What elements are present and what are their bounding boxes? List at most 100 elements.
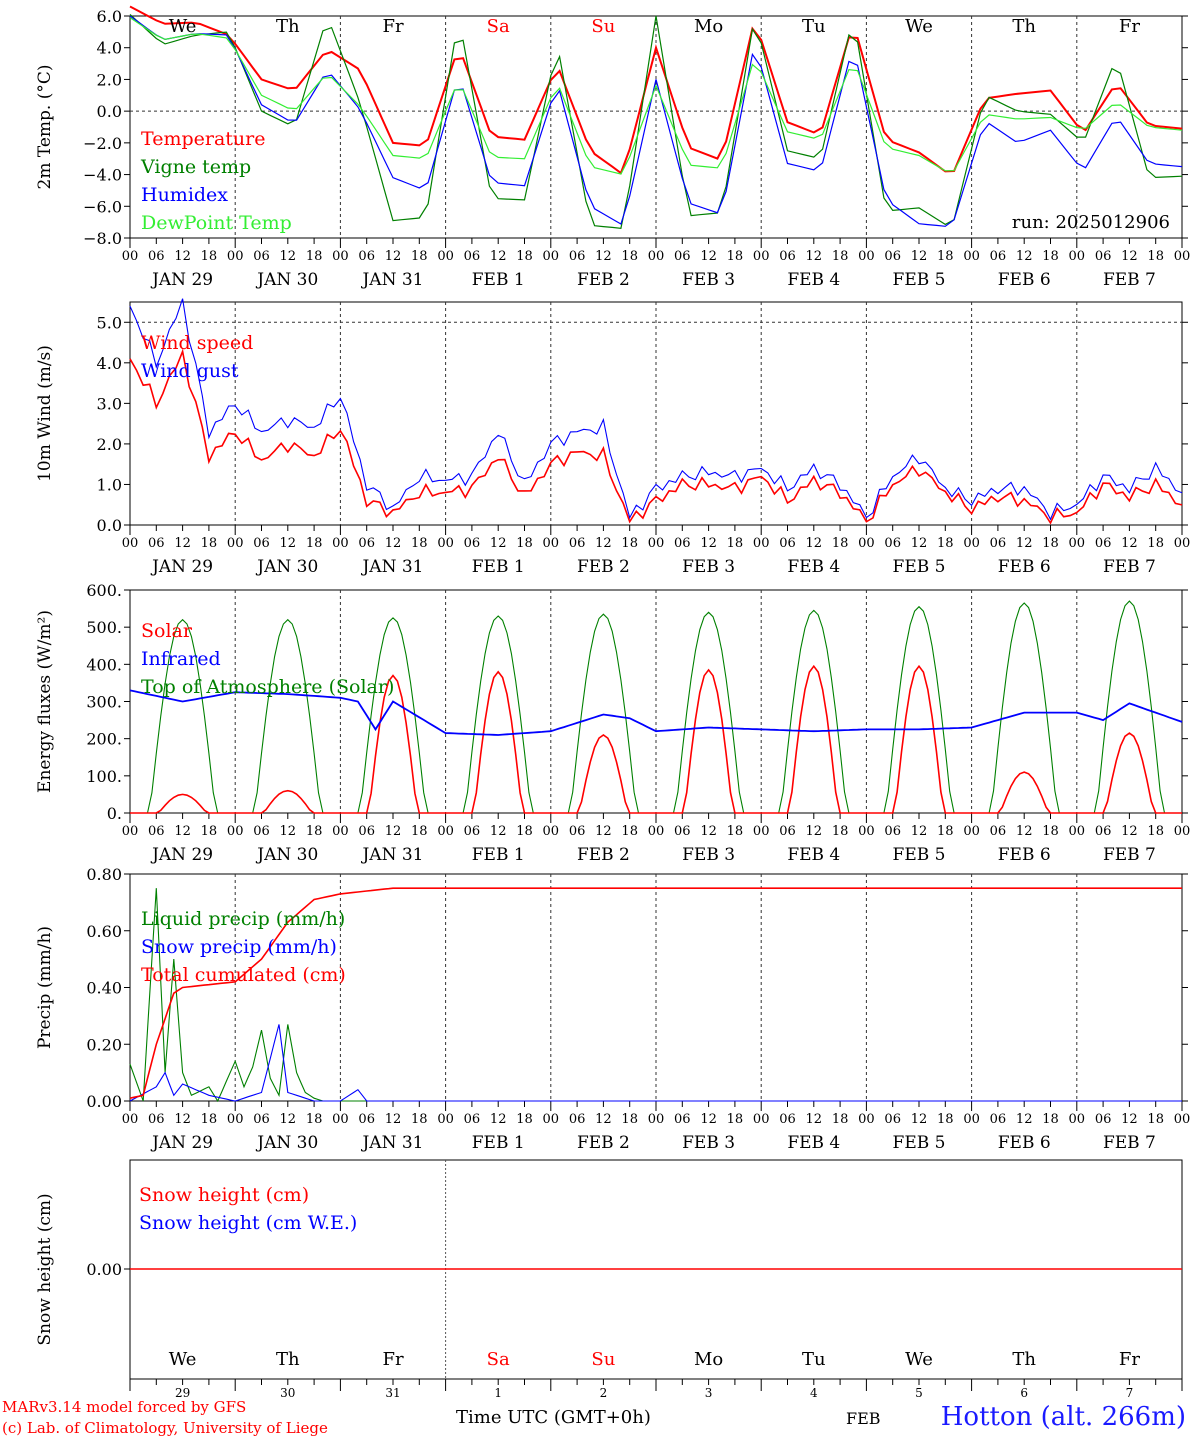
hour-label: 00 [753,536,770,551]
hour-label: 00 [963,824,980,839]
hour-label: 06 [674,536,691,551]
hour-label: 06 [464,249,481,264]
day-name: Tu [802,1349,826,1370]
hour-label: 06 [253,1112,270,1127]
hour-label: 00 [227,249,244,264]
hour-label: 06 [779,1112,796,1127]
legend-wind-speed: Wind speed [141,332,253,354]
hour-label: 18 [832,249,849,264]
hour-label: 00 [648,249,665,264]
hour-label: 18 [727,1112,744,1127]
y-tick-label: 0. [107,804,122,823]
legend-infrared: Infrared [141,648,221,670]
hour-label: 18 [727,249,744,264]
day-name: Sa [487,16,510,37]
day-number: 7 [1126,1386,1134,1400]
model-credit: MARv3.14 model forced by GFS [2,1398,247,1416]
hour-label: 00 [753,824,770,839]
hour-label: 06 [253,824,270,839]
y-axis-label: 10m Wind (m/s) [35,345,55,482]
hour-label: 00 [332,1112,349,1127]
y-tick-label: 1.0 [97,475,122,494]
day-name: Fr [1119,1349,1140,1370]
hour-label: 00 [332,249,349,264]
y-tick-label: 0.00 [86,1092,122,1111]
hour-label: 18 [1042,1112,1059,1127]
hour-label: 12 [490,249,507,264]
hour-label: 12 [700,1112,717,1127]
legend-dewpoint-temp: DewPoint Temp [141,212,292,234]
hour-label: 18 [201,824,218,839]
hour-label: 06 [674,249,691,264]
hour-label: 12 [1121,1112,1138,1127]
hour-label: 18 [1147,249,1164,264]
date-label: FEB 5 [893,1133,946,1153]
date-label: FEB 3 [682,1133,735,1153]
hour-label: 12 [1121,249,1138,264]
day-number: 1 [494,1386,502,1400]
hour-label: 12 [806,1112,823,1127]
day-name: Th [276,1349,300,1370]
hour-label: 00 [1069,1112,1086,1127]
series-wind-speed [129,348,1183,525]
hour-label: 18 [621,1112,638,1127]
day-number: 6 [1020,1386,1028,1400]
hour-label: 18 [516,824,533,839]
hour-label: 00 [227,536,244,551]
day-number: 29 [175,1386,190,1400]
y-tick-label: 100. [86,767,122,786]
hour-label: 18 [727,536,744,551]
y-tick-label: 0.60 [86,922,122,941]
date-label: FEB 1 [472,270,525,290]
hour-label: 12 [1121,536,1138,551]
date-label: FEB 6 [998,845,1051,865]
hour-label: 06 [253,536,270,551]
hour-label: 00 [227,1112,244,1127]
date-label: FEB 3 [682,270,735,290]
date-label: JAN 29 [150,557,213,577]
legend-snow-height-cm-: Snow height (cm) [139,1184,309,1206]
hour-label: 06 [569,1112,586,1127]
y-axis-label: Snow height (cm) [35,1193,55,1345]
day-number: 4 [810,1386,818,1400]
day-name: Th [1012,1349,1036,1370]
date-label: JAN 31 [360,1133,423,1153]
hour-label: 00 [963,536,980,551]
date-label: FEB 3 [682,845,735,865]
y-tick-label: 0.0 [97,516,122,535]
y-axis-label: Precip (mm/h) [35,926,55,1049]
hour-label: 18 [937,824,954,839]
y-tick-label: −4.0 [83,166,122,185]
legend-total-cumulated-cm-: Total cumulated (cm) [141,964,346,986]
hour-label: 12 [385,824,402,839]
hour-label: 06 [464,1112,481,1127]
hour-label: 00 [437,249,454,264]
day-name: Mo [694,1349,723,1370]
hour-label: 00 [858,824,875,839]
hour-label: 00 [122,824,139,839]
hour-label: 18 [1042,249,1059,264]
hour-label: 12 [280,249,297,264]
date-label: FEB 5 [893,845,946,865]
date-label: JAN 30 [255,845,318,865]
hour-label: 18 [411,536,428,551]
hour-label: 00 [543,536,560,551]
date-label: JAN 31 [360,557,423,577]
hour-label: 18 [516,1112,533,1127]
legend-top-of-atmosphere-solar-: Top of Atmosphere (Solar) [141,676,394,698]
date-label: FEB 7 [1103,270,1156,290]
hour-label: 18 [411,824,428,839]
hour-label: 18 [621,536,638,551]
hour-label: 12 [595,824,612,839]
y-axis-label: Energy fluxes (W/m²) [35,610,55,793]
date-label: JAN 30 [255,270,318,290]
y-tick-label: 5.0 [97,313,122,332]
date-label: FEB 2 [577,557,630,577]
hour-label: 18 [1042,824,1059,839]
day-name: Su [591,1349,615,1370]
hour-label: 12 [490,536,507,551]
legend-liquid-precip-mm-h-: Liquid precip (mm/h) [141,908,345,930]
day-name: We [169,1349,197,1370]
series-wind-gust [129,298,1183,521]
hour-label: 18 [306,1112,323,1127]
